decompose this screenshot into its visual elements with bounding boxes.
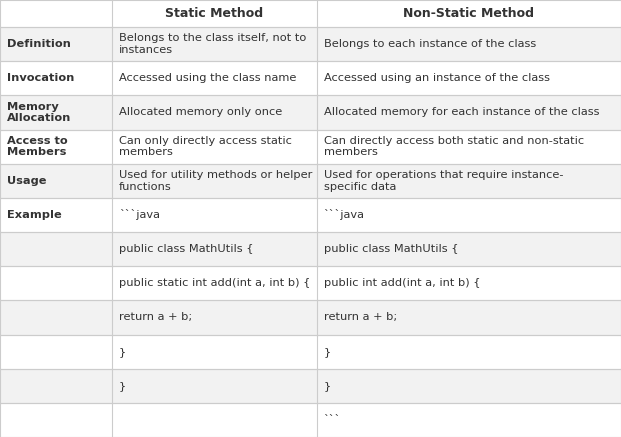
- Text: public class MathUtils {: public class MathUtils {: [324, 244, 458, 254]
- Bar: [112, 335, 317, 369]
- Bar: [112, 95, 317, 129]
- Bar: [317, 27, 621, 61]
- Bar: [317, 403, 621, 437]
- Bar: [0, 0, 112, 27]
- Text: Can directly access both static and non-static
members: Can directly access both static and non-…: [324, 136, 584, 157]
- Bar: [112, 369, 317, 403]
- Text: return a + b;: return a + b;: [119, 312, 192, 323]
- Bar: [317, 300, 621, 335]
- Text: Allocated memory for each instance of the class: Allocated memory for each instance of th…: [324, 108, 599, 118]
- Text: ```: ```: [324, 415, 341, 425]
- Text: Used for operations that require instance-
specific data: Used for operations that require instanc…: [324, 170, 563, 191]
- Text: Allocated memory only once: Allocated memory only once: [119, 108, 282, 118]
- Bar: [112, 164, 317, 198]
- Text: Accessed using the class name: Accessed using the class name: [119, 73, 296, 83]
- Bar: [317, 61, 621, 95]
- Text: Memory
Allocation: Memory Allocation: [7, 102, 71, 123]
- Bar: [317, 266, 621, 300]
- Text: Invocation: Invocation: [7, 73, 74, 83]
- Text: }: }: [119, 347, 126, 357]
- Bar: [0, 403, 112, 437]
- Text: ```java: ```java: [119, 209, 160, 221]
- Bar: [0, 61, 112, 95]
- Bar: [0, 232, 112, 266]
- Bar: [0, 129, 112, 164]
- Text: Static Method: Static Method: [165, 7, 263, 20]
- Bar: [0, 300, 112, 335]
- Bar: [112, 0, 317, 27]
- Text: }: }: [119, 381, 126, 391]
- Bar: [0, 198, 112, 232]
- Text: Used for utility methods or helper
functions: Used for utility methods or helper funct…: [119, 170, 312, 191]
- Bar: [112, 129, 317, 164]
- Text: public class MathUtils {: public class MathUtils {: [119, 244, 253, 254]
- Text: Example: Example: [7, 210, 61, 220]
- Bar: [317, 129, 621, 164]
- Bar: [317, 335, 621, 369]
- Text: public int add(int a, int b) {: public int add(int a, int b) {: [324, 278, 480, 288]
- Text: }: }: [324, 347, 331, 357]
- Bar: [0, 266, 112, 300]
- Bar: [317, 198, 621, 232]
- Bar: [0, 95, 112, 129]
- Bar: [112, 266, 317, 300]
- Text: Belongs to each instance of the class: Belongs to each instance of the class: [324, 39, 536, 49]
- Bar: [317, 164, 621, 198]
- Bar: [0, 369, 112, 403]
- Text: public static int add(int a, int b) {: public static int add(int a, int b) {: [119, 278, 310, 288]
- Bar: [112, 61, 317, 95]
- Bar: [317, 369, 621, 403]
- Bar: [0, 335, 112, 369]
- Text: Non-Static Method: Non-Static Method: [404, 7, 534, 20]
- Bar: [317, 95, 621, 129]
- Bar: [112, 403, 317, 437]
- Text: }: }: [324, 381, 331, 391]
- Bar: [112, 198, 317, 232]
- Bar: [317, 0, 621, 27]
- Text: Access to
Members: Access to Members: [7, 136, 68, 157]
- Text: return a + b;: return a + b;: [324, 312, 397, 323]
- Text: Accessed using an instance of the class: Accessed using an instance of the class: [324, 73, 550, 83]
- Text: Definition: Definition: [7, 39, 71, 49]
- Text: Belongs to the class itself, not to
instances: Belongs to the class itself, not to inst…: [119, 33, 306, 55]
- Bar: [0, 164, 112, 198]
- Bar: [112, 300, 317, 335]
- Bar: [0, 27, 112, 61]
- Bar: [112, 232, 317, 266]
- Text: Usage: Usage: [7, 176, 47, 186]
- Bar: [112, 27, 317, 61]
- Text: Can only directly access static
members: Can only directly access static members: [119, 136, 291, 157]
- Bar: [317, 232, 621, 266]
- Text: ```java: ```java: [324, 209, 365, 221]
